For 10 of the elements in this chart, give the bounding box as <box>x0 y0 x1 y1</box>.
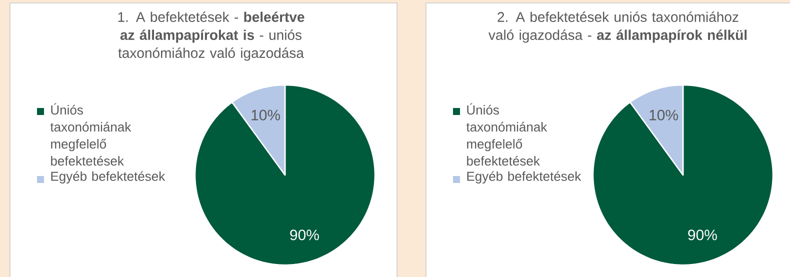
data-label: 10% <box>252 110 280 120</box>
legend-label: Egyéb befektetések <box>51 171 166 184</box>
legend-label: Úniós taxonómiának megfelelő befektetések <box>50 103 132 166</box>
data-label: 90% <box>290 230 319 240</box>
chart-title: 2. A befektetések uniós taxonómiához való igazodása - az állampapírok nélkül <box>488 12 747 43</box>
data-label: 10% <box>650 110 678 120</box>
chart-title: 1. A befektetések - beleértve az állampapírokat is - uniós taxonómiához való igazodása <box>118 12 304 61</box>
data-label: 90% <box>688 230 717 240</box>
legend-label: Úniós taxonómiának megfelelő befektetések <box>466 103 548 166</box>
legend-label: Egyéb befektetések <box>467 171 582 184</box>
